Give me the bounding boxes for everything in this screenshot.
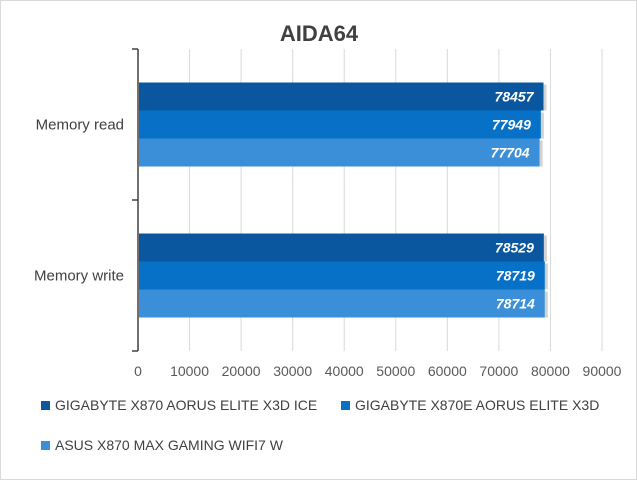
bar-chart: AIDA64 78457 77949 77704 78529 78719 78714 Me…: [34, 21, 622, 379]
x-tick-label: 30000: [273, 363, 312, 379]
bar-shadow: [543, 84, 547, 111]
data-label: 77949: [492, 117, 531, 133]
bar-shadow: [539, 140, 543, 167]
bar-shadow: [543, 235, 547, 262]
legend-swatch: [341, 400, 350, 410]
x-tick-label: 40000: [325, 363, 364, 379]
data-label: 78457: [495, 89, 535, 105]
legend-swatch: [41, 400, 50, 410]
category-label: Memory read: [36, 117, 124, 134]
bars: 78457 77949 77704 78529 78719 78714: [139, 82, 548, 318]
legend-item: GIGABYTE X870 AORUS ELITE X3D ICE: [41, 397, 317, 413]
data-label: 78529: [495, 240, 534, 256]
category-label: Memory write: [34, 268, 124, 285]
bar: [139, 138, 540, 167]
x-tick-label: 80000: [531, 363, 570, 379]
bar: [139, 233, 544, 262]
data-label: 77704: [491, 145, 530, 161]
value-axis-ticks: 0 10000 20000 30000 40000 50000 60000 70000 8000…: [134, 363, 622, 379]
category-axis: Memory read Memory write: [34, 48, 139, 352]
bar: [139, 82, 544, 111]
data-label: 78714: [496, 296, 535, 312]
x-tick-label: 20000: [222, 363, 261, 379]
data-label: 78719: [496, 268, 535, 284]
x-tick-label: 50000: [376, 363, 415, 379]
chart-title: AIDA64: [280, 21, 359, 46]
x-tick-label: 10000: [170, 363, 209, 379]
x-tick-label: 90000: [583, 363, 622, 379]
x-tick-label: 70000: [479, 363, 518, 379]
legend-item: ASUS X870 MAX GAMING WIFI7 W: [41, 437, 283, 453]
bar: [139, 261, 545, 290]
x-tick-label: 0: [134, 363, 142, 379]
bar: [139, 289, 545, 318]
legend-label: ASUS X870 MAX GAMING WIFI7 W: [55, 437, 283, 453]
bar-shadow: [544, 263, 548, 290]
legend-label: GIGABYTE X870E AORUS ELITE X3D: [355, 397, 600, 413]
legend-label: GIGABYTE X870 AORUS ELITE X3D ICE: [55, 397, 318, 413]
bar-shadow: [544, 291, 548, 318]
bar: [139, 110, 541, 139]
legend-item: GIGABYTE X870E AORUS ELITE X3D: [341, 397, 599, 413]
x-tick-label: 60000: [428, 363, 467, 379]
legend-swatch: [41, 440, 50, 450]
bar-shadow: [540, 112, 544, 139]
